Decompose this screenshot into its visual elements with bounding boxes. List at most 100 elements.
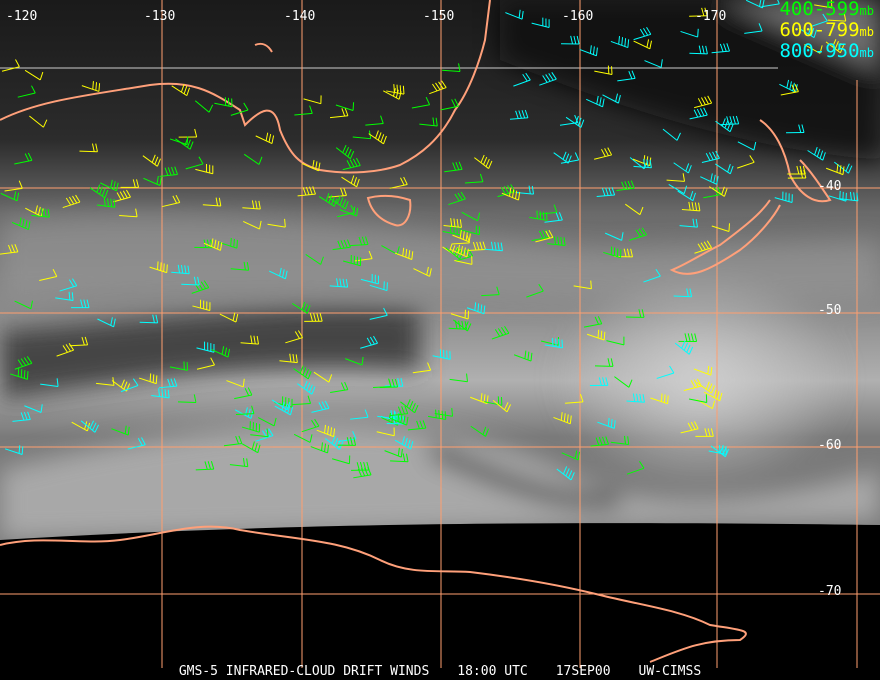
wind-barb [243, 220, 262, 230]
wind-barb [332, 239, 351, 251]
wind-barb [509, 109, 529, 120]
wind-barb [400, 399, 419, 414]
wind-barb [614, 376, 633, 388]
wind-barb [703, 389, 723, 402]
wind-barb [139, 314, 159, 324]
wind-barb [394, 436, 414, 450]
wind-barb [666, 173, 686, 182]
wind-barb [616, 180, 635, 191]
wind-barb [839, 191, 859, 202]
lon-label-120: -120 [6, 9, 38, 24]
wind-barb [644, 59, 663, 68]
wind-barb [737, 141, 757, 151]
wind-barb [1, 59, 20, 72]
wind-barb [241, 421, 261, 433]
wind-barb [226, 378, 245, 388]
wind-barb [365, 115, 384, 126]
wind-barb [629, 227, 647, 241]
wind-barb [316, 424, 336, 438]
wind-barb [329, 107, 349, 119]
image-caption: GMS-5 INFRARED-CLOUD DRIFT WINDS 18:00 UT… [0, 664, 880, 679]
wind-barb [683, 378, 702, 391]
caption-source: UW-CIMSS [638, 664, 702, 679]
wind-barb [412, 362, 432, 374]
wind-barb [650, 393, 669, 405]
wind-barb [810, 13, 828, 28]
wind-barb [470, 425, 489, 437]
wind-barb [196, 341, 215, 353]
wind-barb [432, 349, 451, 360]
wind-barb [328, 187, 347, 198]
wind-barb [474, 154, 493, 169]
coast-antarctica [0, 525, 747, 663]
wind-barb [715, 163, 734, 175]
wind-barb [442, 63, 461, 72]
wind-barb [827, 12, 847, 22]
coast-new-zealand-north [759, 119, 832, 203]
wind-barb [11, 217, 31, 231]
lat-label-40: -40 [818, 179, 842, 194]
wind-barb [203, 238, 223, 251]
wind-barb [583, 316, 603, 328]
wind-barb [526, 283, 544, 298]
wind-barb [337, 204, 356, 218]
wind-barb [271, 399, 291, 411]
wind-barb [814, 0, 833, 9]
wind-barb [603, 246, 622, 259]
wind-barb [539, 72, 557, 86]
wind-barb [515, 185, 535, 195]
wind-barb [219, 312, 239, 323]
wind-barb [368, 130, 387, 145]
wind-barb [633, 39, 652, 50]
wind-barb [360, 335, 379, 349]
coast-island [254, 42, 273, 53]
wind-barb [561, 35, 580, 45]
wind-barb [579, 45, 598, 57]
wind-barb [559, 114, 579, 126]
wind-barb [39, 268, 58, 282]
wind-barb [257, 417, 277, 427]
wind-barb [171, 264, 190, 275]
wind-barb [595, 358, 614, 367]
wind-barb [715, 118, 734, 133]
wind-barb [330, 381, 349, 394]
wind-barb [701, 150, 720, 163]
wind-barb [689, 7, 708, 17]
wind-barb [293, 365, 312, 380]
wind-barb [761, 0, 780, 8]
wind-barb [372, 378, 392, 389]
wind-barb [151, 388, 170, 399]
wind-barb [142, 154, 161, 167]
wind-barb [798, 26, 818, 39]
wind-barb [544, 212, 563, 223]
wind-barb [586, 329, 606, 341]
wind-barb [305, 254, 324, 265]
wind-barb [71, 299, 90, 309]
wind-barb [14, 356, 33, 370]
wind-barb [678, 333, 698, 343]
wind-barb [413, 266, 432, 277]
wind-barb [79, 143, 98, 153]
wind-barb [303, 95, 322, 105]
wind-barb [604, 232, 624, 241]
wind-barb [626, 309, 645, 318]
wind-barb [610, 35, 630, 49]
wind-barb [454, 256, 473, 265]
legend-800-950: 800-950mb [779, 40, 874, 62]
wind-barb [341, 175, 360, 188]
wind-barb [335, 144, 355, 160]
caption-product: GMS-5 INFRARED-CLOUD DRIFT WINDS [178, 664, 430, 679]
wind-barb [294, 105, 313, 116]
wind-barb [709, 186, 728, 197]
wind-barb [828, 190, 847, 202]
wind-barb [804, 44, 823, 54]
wind-barb [679, 218, 698, 228]
wind-barb [171, 84, 190, 97]
wind-barb [673, 288, 693, 298]
wind-barb [350, 236, 369, 247]
wind-barb [556, 466, 575, 481]
wind-barb [234, 387, 253, 400]
wind-barb [625, 203, 644, 216]
wind-barb [440, 98, 459, 111]
